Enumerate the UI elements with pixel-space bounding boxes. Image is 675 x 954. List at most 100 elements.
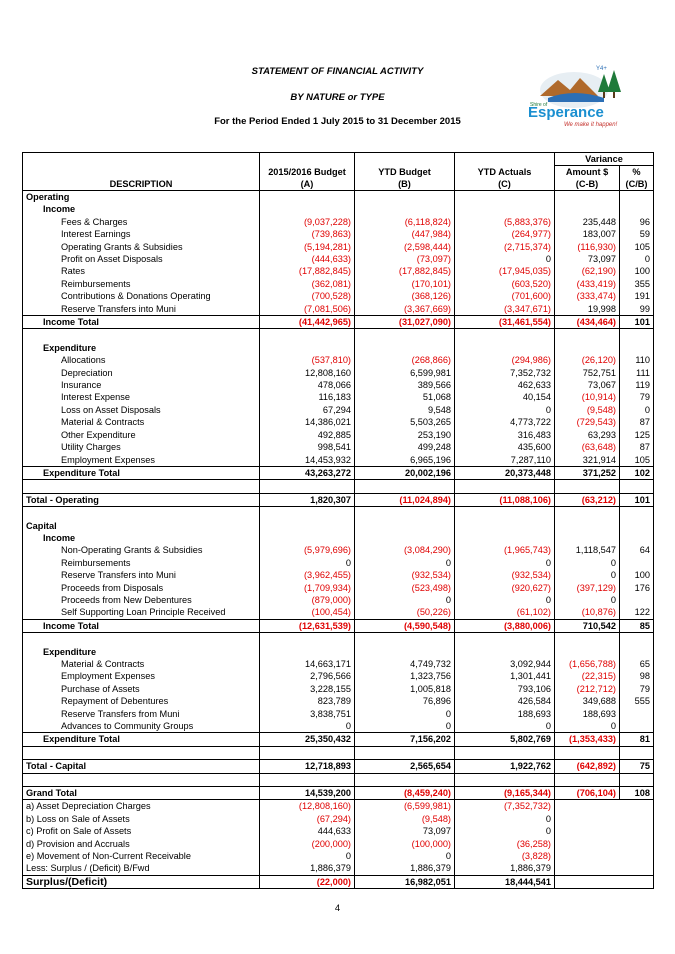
cell-d	[554, 632, 620, 646]
cell-e: 65	[619, 657, 654, 671]
cell-d: 0	[554, 720, 620, 733]
cell-c: (9,165,344)	[454, 785, 555, 801]
cell-d: 321,914	[554, 453, 620, 467]
row-label: Income Total	[22, 618, 260, 634]
cell-a: (5,194,281)	[259, 240, 355, 254]
cell-e: 176	[619, 581, 654, 594]
cell-a	[259, 341, 355, 355]
cell-c: 0	[454, 720, 555, 733]
cell-b: 1,886,379	[354, 862, 455, 876]
cell-e	[619, 720, 654, 733]
cell-a: (41,442,965)	[259, 315, 355, 330]
table-row: Loss on Asset Disposals 67,294 9,548 0 (9,54…	[22, 403, 654, 417]
cell-e: 75	[619, 759, 654, 774]
table-row: Employment Expenses 14,453,932 6,965,196 7,…	[22, 453, 654, 467]
cell-b: (3,084,290)	[354, 544, 455, 557]
table-row	[22, 746, 654, 760]
financial-activity-table: Variance 2015/2016 Budget YTD Budget YTD…	[22, 152, 654, 890]
cell-c: 435,600	[454, 441, 555, 454]
ytd-actuals-header: YTD Actuals	[454, 165, 555, 178]
cell-b: 253,190	[354, 428, 455, 442]
cell-d	[554, 746, 620, 760]
cell-c	[454, 341, 555, 355]
cell-b: (268,866)	[354, 354, 455, 367]
cell-a	[259, 531, 355, 545]
cell-c	[454, 632, 555, 646]
table-row: c) Profit on Sale of Assets 444,633 73,097…	[22, 825, 654, 838]
cell-c: 40,154	[454, 391, 555, 404]
cell-d: 371,252	[554, 465, 620, 481]
cell-c: (920,627)	[454, 581, 555, 594]
cell-a: 3,838,751	[259, 707, 355, 720]
cell-b: 7,156,202	[354, 732, 455, 747]
cell-d: 0	[554, 569, 620, 582]
cell-c: 0	[454, 556, 555, 570]
cell-e: 85	[619, 618, 654, 634]
row-label: Depreciation	[22, 366, 260, 380]
budget-sub-header: (A)	[259, 178, 355, 191]
table-row: Rates (17,882,845) (17,882,845) (17,945,035…	[22, 265, 654, 278]
cell-c: 0	[454, 812, 555, 826]
cell-a: (22,000)	[259, 874, 355, 890]
table-row: Income	[22, 531, 654, 545]
cell-c: (3,828)	[454, 850, 555, 863]
cell-a: 116,183	[259, 391, 355, 404]
cell-a: 823,789	[259, 695, 355, 708]
cell-b: 389,566	[354, 379, 455, 392]
description-header: DESCRIPTION	[22, 178, 260, 191]
row-label: Utility Charges	[22, 441, 260, 454]
row-label: Other Expenditure	[22, 428, 260, 442]
row-label: e) Movement of Non-Current Receivable	[22, 850, 260, 863]
row-label: Proceeds from New Debentures	[22, 593, 260, 607]
cell-b: 9,548	[354, 403, 455, 417]
row-label: Reserve Transfers into Muni	[22, 302, 260, 316]
cell-b: 499,248	[354, 441, 455, 454]
cell-d: 19,998	[554, 302, 620, 316]
cell-b: (4,590,548)	[354, 618, 455, 634]
row-label: Proceeds from Disposals	[22, 581, 260, 594]
cell-d	[555, 862, 620, 875]
cell-e: 64	[619, 544, 654, 557]
cell-a: (537,810)	[259, 354, 355, 367]
cell-e: 110	[619, 354, 654, 367]
pct-sub-header: (C/B)	[619, 178, 654, 191]
row-label: Expenditure	[22, 341, 260, 355]
row-label: Purchase of Assets	[22, 682, 260, 696]
cell-e	[619, 837, 654, 851]
cell-b: 0	[354, 593, 455, 607]
table-row: Interest Earnings (739,863) (447,984) (264,…	[22, 228, 654, 241]
row-label	[22, 746, 260, 760]
table-row: Employment Expenses 2,796,566 1,323,756 1,3…	[22, 670, 654, 683]
cell-d: (26,120)	[554, 354, 620, 367]
cell-b: (17,882,845)	[354, 265, 455, 278]
cell-c	[454, 203, 555, 216]
cell-d	[555, 825, 620, 837]
cell-d: 0	[554, 593, 620, 607]
cell-e	[619, 874, 654, 890]
cell-e	[619, 632, 654, 646]
cell-b: (368,126)	[354, 290, 455, 303]
cell-d: 63,293	[554, 428, 620, 442]
shire-logo: Y4+ Shire of Esperance We make it happen…	[528, 66, 621, 128]
cell-e	[619, 479, 654, 494]
cell-c: 18,444,541	[454, 874, 555, 890]
cell-d	[554, 645, 620, 658]
table-row: Capital	[22, 519, 654, 532]
cell-e: 87	[619, 416, 654, 429]
row-label: Reserve Transfers into Muni	[22, 569, 260, 582]
row-label: Operating	[22, 190, 260, 204]
row-label: Reserve Transfers from Muni	[22, 707, 260, 720]
cell-c: 20,373,448	[454, 465, 555, 481]
cell-a: 0	[259, 850, 355, 863]
table-row: Expenditure Total 25,350,432 7,156,202 5,80…	[22, 732, 654, 747]
table-row: Insurance 478,066 389,566 462,633 73,067 119	[22, 379, 654, 392]
table-row: Material & Contracts 14,386,021 5,503,265 4…	[22, 416, 654, 429]
cell-a: (7,081,506)	[259, 302, 355, 316]
row-label: Interest Earnings	[22, 228, 260, 241]
table-row: Reimbursements 0 0 0 0	[22, 556, 654, 570]
cell-d: 0	[554, 556, 620, 570]
cell-b: 51,068	[354, 391, 455, 404]
row-label: Interest Expense	[22, 391, 260, 404]
cell-c: (1,965,743)	[454, 544, 555, 557]
cell-a: (12,808,160)	[259, 799, 355, 813]
